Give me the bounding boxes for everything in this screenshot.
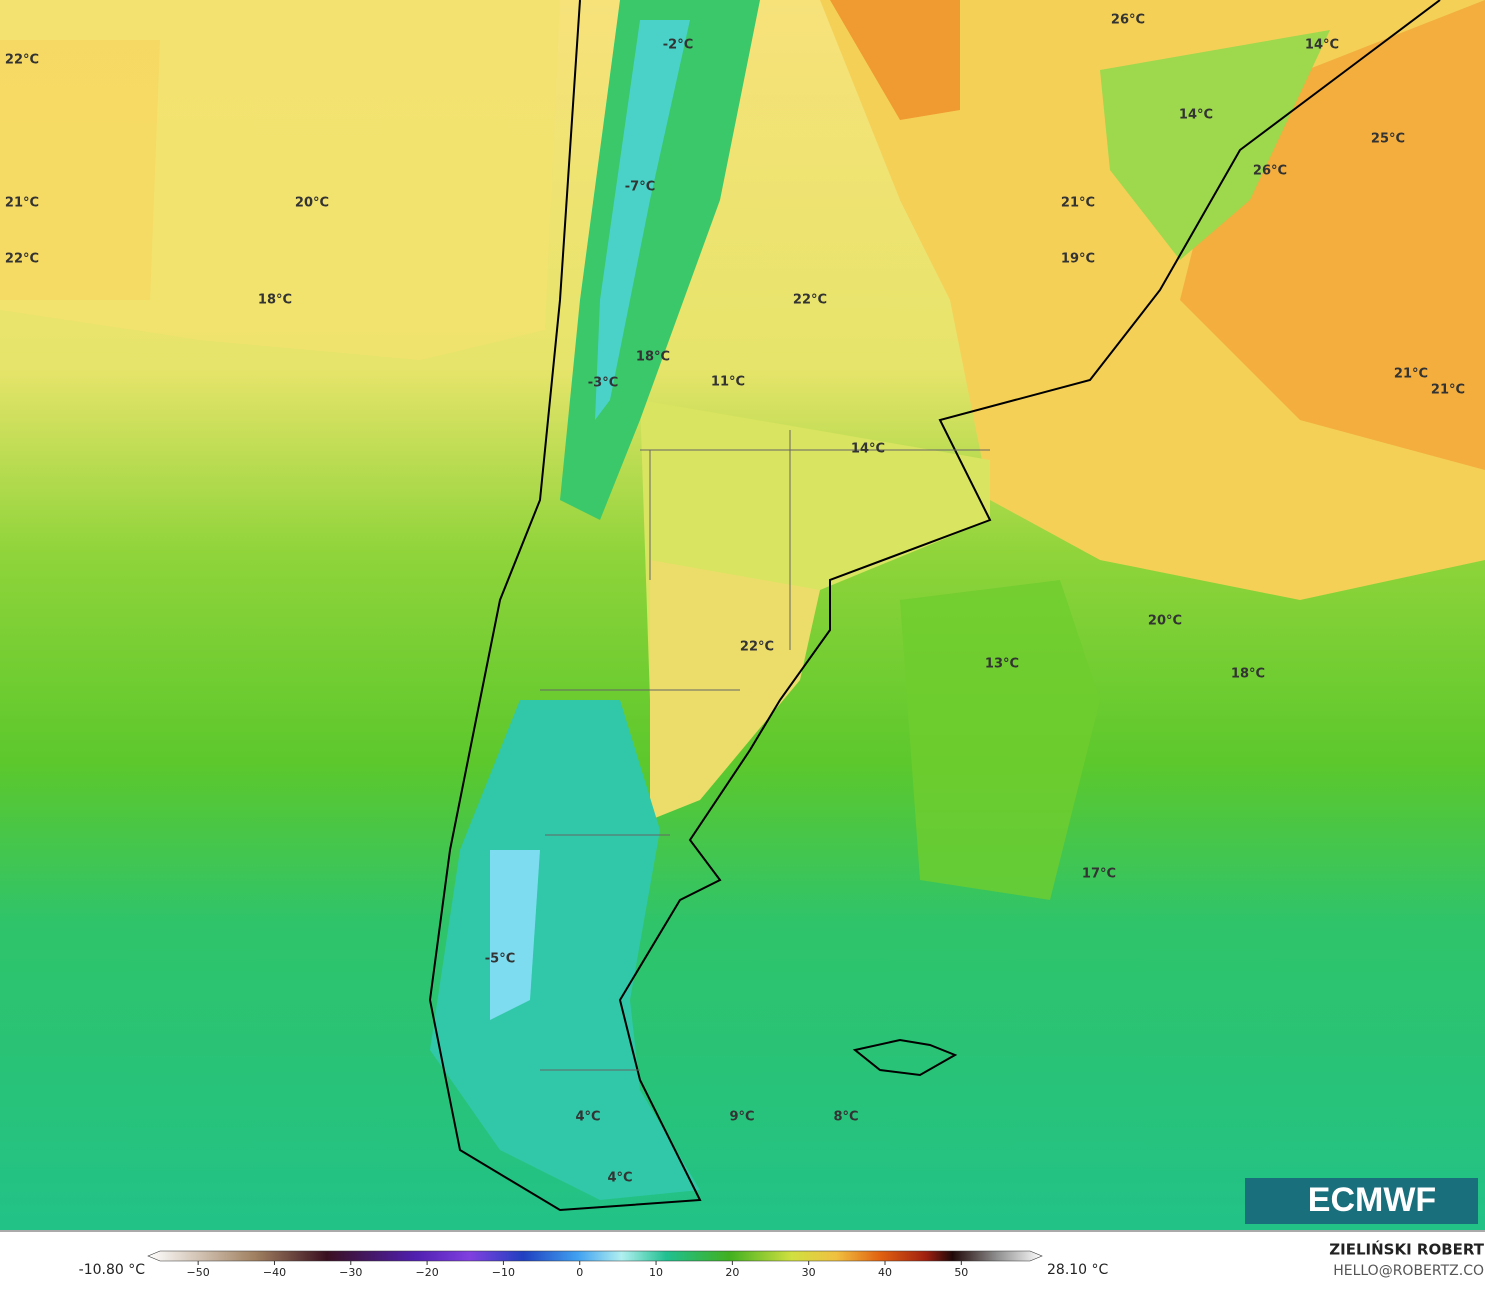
colorbar-tick-label: 50 — [954, 1266, 968, 1279]
colorbar-tick-label: 40 — [878, 1266, 892, 1279]
north-hot — [830, 0, 960, 120]
atlantic-cool — [900, 580, 1100, 900]
colorbar-tick-label: −20 — [415, 1266, 438, 1279]
ice-field — [490, 850, 540, 1020]
temperature-label: 13°C — [985, 657, 1019, 672]
temperature-label: 18°C — [258, 293, 292, 308]
temperature-label: -3°C — [588, 376, 618, 391]
temperature-label: 14°C — [851, 442, 885, 457]
temperature-label: 14°C — [1179, 108, 1213, 123]
colorbar-tick-label: 0 — [576, 1266, 583, 1279]
temperature-label: 14°C — [1305, 38, 1339, 53]
temperature-label: 21°C — [1431, 383, 1465, 398]
pacific-warm-edge — [0, 40, 160, 300]
credit-contact: HELLO@ROBERTZ.CO — [1333, 1263, 1484, 1279]
temperature-label: 21°C — [5, 196, 39, 211]
temperature-label: 26°C — [1253, 164, 1287, 179]
temperature-label: 20°C — [1148, 614, 1182, 629]
temperature-label: 20°C — [295, 196, 329, 211]
colorbar-tick-label: −10 — [492, 1266, 515, 1279]
colorbar-tick-label: 10 — [649, 1266, 663, 1279]
colorbar-tick-label: −40 — [263, 1266, 286, 1279]
colorbar: -10.80 °C 28.10 °C −50 −40 −30 −20 −10 0 10 20 3… — [79, 1250, 1109, 1279]
colorbar-bar — [147, 1250, 1043, 1262]
temperature-label: 21°C — [1061, 196, 1095, 211]
andes-south — [430, 700, 700, 1200]
colorbar-tick-label: −50 — [187, 1266, 210, 1279]
falklands — [852, 1038, 958, 1077]
logo-box — [1245, 1178, 1478, 1224]
credit-author: ZIELIŃSKI ROBERT — [1329, 1240, 1484, 1259]
temperature-label: 8°C — [833, 1110, 858, 1125]
temperature-label: 26°C — [1111, 13, 1145, 28]
temperature-label: -2°C — [663, 38, 693, 53]
temperature-label: 22°C — [5, 252, 39, 267]
temperature-label: 21°C — [1394, 367, 1428, 382]
colorbar-tick-label: −30 — [339, 1266, 362, 1279]
colorbar-max: 28.10 °C — [1047, 1262, 1109, 1278]
temperature-label: 22°C — [740, 640, 774, 655]
brazil-cool — [1100, 30, 1330, 260]
coastline — [428, 0, 1441, 1212]
colorbar-tick-label: 30 — [802, 1266, 816, 1279]
temperature-label: 25°C — [1371, 132, 1405, 147]
map: 22°C 21°C 22°C 20°C 18°C -2°C -7°C 18°C -3°C 11°C… — [0, 0, 1485, 1230]
temperature-label: 22°C — [5, 53, 39, 68]
temperature-label: 4°C — [575, 1110, 600, 1125]
temperature-label: 18°C — [636, 350, 670, 365]
temperature-label: 18°C — [1231, 667, 1265, 682]
temperature-label: 9°C — [729, 1110, 754, 1125]
temperature-labels: 22°C 21°C 22°C 20°C 18°C -2°C -7°C 18°C -3°C 11°C… — [5, 13, 1465, 1186]
temperature-label: 11°C — [711, 375, 745, 390]
colorbar-tick-label: 20 — [725, 1266, 739, 1279]
andes-cold — [595, 20, 690, 420]
temperature-label: 19°C — [1061, 252, 1095, 267]
borders — [540, 430, 990, 1071]
colorbar-min: -10.80 °C — [79, 1262, 146, 1278]
logo: ECMWF — [1308, 1181, 1436, 1219]
temperature-label: -5°C — [485, 952, 515, 967]
temperature-label: -7°C — [625, 180, 655, 195]
temperature-label: 17°C — [1082, 867, 1116, 882]
temperature-label: 4°C — [607, 1171, 632, 1186]
temperature-label: 22°C — [793, 293, 827, 308]
